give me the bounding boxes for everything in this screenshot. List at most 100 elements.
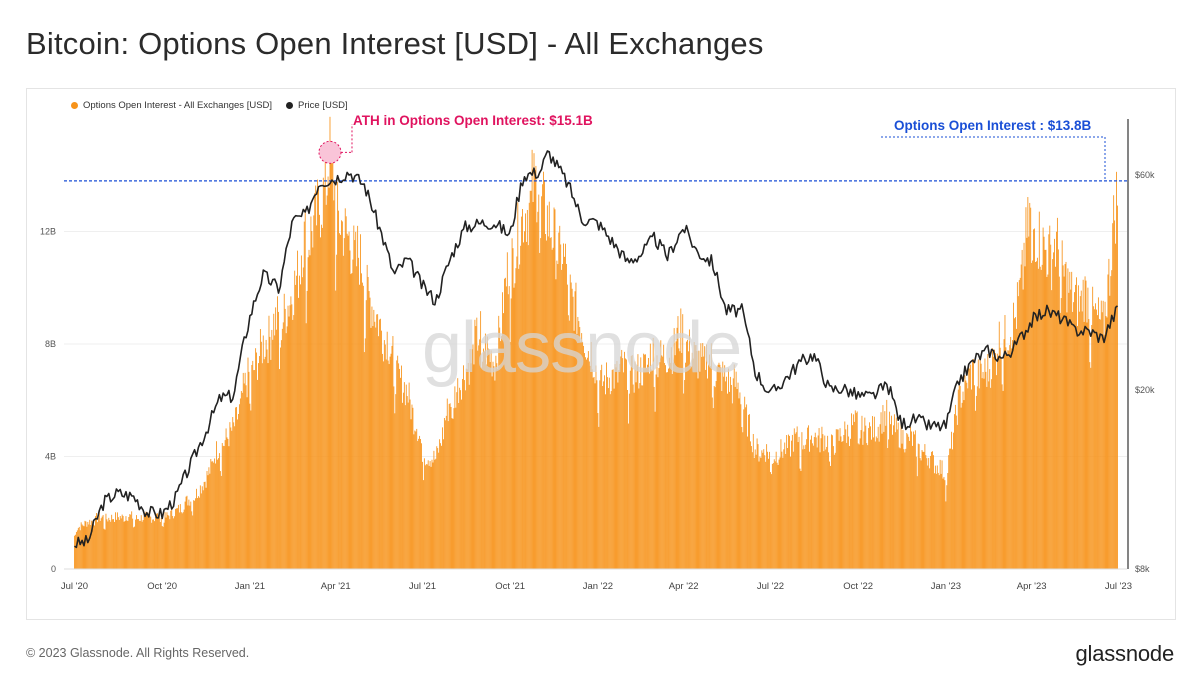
oi-bar [298, 297, 299, 569]
oi-bar [684, 380, 686, 569]
oi-bar [394, 413, 396, 569]
oi-bar [693, 342, 695, 569]
oi-bar [605, 394, 606, 569]
oi-bar [101, 516, 103, 569]
oi-bar [718, 362, 720, 569]
oi-bar [335, 290, 337, 569]
oi-bar [691, 352, 693, 569]
oi-bar [240, 391, 242, 569]
oi-bar [769, 451, 770, 569]
oi-bar [720, 367, 722, 569]
oi-bar [1116, 171, 1117, 569]
oi-bar [1094, 309, 1096, 569]
oi-bar [429, 461, 431, 569]
oi-bar [141, 521, 143, 569]
oi-bar [645, 354, 646, 569]
oi-bar [808, 425, 810, 569]
oi-bar [516, 256, 518, 569]
oi-bar [319, 214, 320, 569]
oi-bar [100, 518, 102, 569]
oi-bar [662, 356, 664, 569]
oi-bar [448, 404, 450, 569]
oi-bar [355, 231, 357, 569]
oi-bar [349, 250, 351, 569]
oi-bar [166, 512, 168, 569]
oi-bar [778, 459, 780, 569]
oi-bar [436, 446, 438, 569]
oi-bar [678, 348, 680, 569]
oi-bar [670, 347, 672, 569]
oi-bar [466, 369, 468, 569]
oi-bar [77, 528, 79, 569]
oi-bar [594, 383, 596, 569]
oi-bar [993, 356, 994, 569]
oi-bar [238, 404, 240, 569]
oi-bar [1051, 290, 1053, 569]
oi-bar [667, 372, 668, 569]
oi-bar [285, 333, 287, 569]
oi-bar [362, 285, 364, 569]
oi-bar [165, 517, 167, 569]
oi-bar [136, 519, 138, 569]
oi-bar [712, 408, 714, 569]
oi-bar [564, 256, 565, 569]
oi-bar [176, 508, 177, 569]
oi-bar [763, 449, 765, 569]
oi-bar [434, 459, 436, 569]
oi-bar [476, 317, 478, 569]
oi-bar [966, 382, 968, 569]
oi-bar [699, 371, 701, 569]
oi-bar [806, 439, 808, 569]
oi-bar [800, 470, 802, 569]
oi-bar [239, 398, 241, 569]
oi-bar [127, 521, 129, 569]
oi-bar [928, 457, 930, 569]
oi-bar [1034, 228, 1035, 569]
oi-bar [920, 460, 922, 569]
oi-bar [540, 238, 542, 570]
oi-bar [789, 435, 790, 569]
oi-bar [1069, 271, 1071, 569]
oi-bar [874, 441, 876, 569]
oi-bar [283, 293, 285, 569]
oi-bar [831, 435, 833, 569]
oi-bar [652, 337, 654, 569]
legend-swatch-orange [71, 102, 78, 109]
oi-bar [847, 424, 849, 569]
oi-bar [633, 392, 635, 569]
oi-bar [762, 452, 764, 569]
oi-bar [816, 447, 818, 569]
legend-item-price[interactable]: Price [USD] [286, 100, 348, 111]
oi-bar [672, 362, 674, 569]
oi-bar [744, 396, 746, 569]
oi-bar [323, 185, 325, 569]
oi-bar [773, 459, 775, 569]
oi-bar [654, 411, 656, 569]
x-tick-label: Apr '21 [321, 581, 351, 592]
oi-bar [501, 336, 503, 569]
oi-bar [339, 233, 340, 569]
oi-bar [675, 341, 677, 569]
oi-bar [343, 238, 345, 569]
oi-bar [803, 445, 805, 569]
oi-bar [835, 429, 837, 569]
oi-bar [592, 377, 594, 569]
oi-bar [785, 453, 787, 569]
oi-bar [352, 259, 354, 569]
oi-bar [265, 339, 267, 569]
oi-bar [377, 314, 379, 569]
oi-bar [421, 443, 422, 569]
oi-bar [425, 464, 427, 569]
oi-bar [759, 456, 761, 569]
oi-bar [340, 220, 342, 569]
oi-bar [443, 418, 445, 569]
oi-bar [561, 269, 563, 569]
legend-item-open-interest[interactable]: Options Open Interest - All Exchanges [U… [71, 100, 272, 111]
oi-bar [496, 363, 498, 569]
oi-bar [168, 515, 170, 569]
oi-bar [851, 413, 852, 569]
oi-bar [944, 480, 946, 569]
oi-bar [229, 422, 231, 569]
oi-bar [102, 515, 104, 569]
oi-bar [485, 364, 487, 569]
